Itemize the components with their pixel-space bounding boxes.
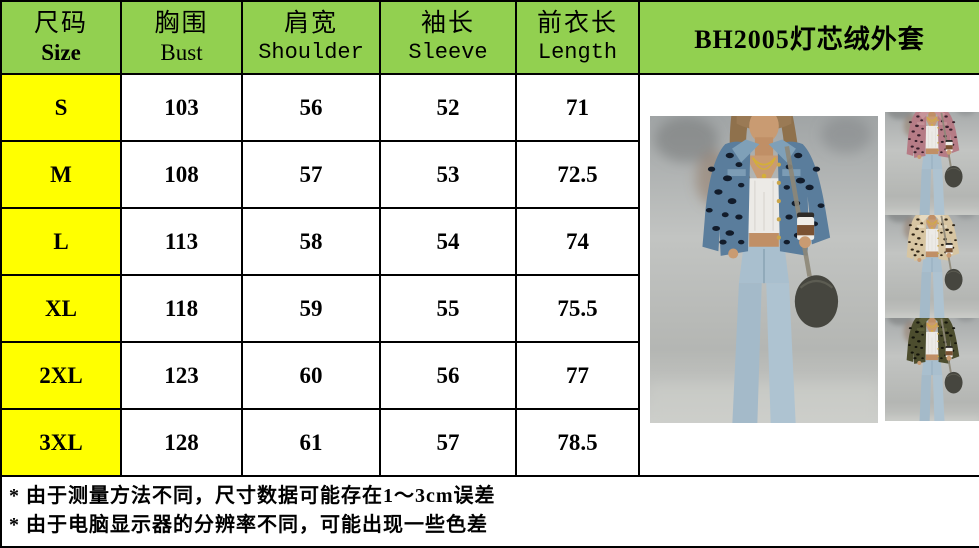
sleeve-value: 55 <box>436 295 460 321</box>
bust-value: 128 <box>164 429 199 455</box>
col-header-sleeve: 袖长 Sleeve <box>381 2 517 75</box>
bust-cell-row-5: 123 <box>122 343 243 410</box>
sleeve-cell-row-3: 54 <box>381 209 517 276</box>
col-header-shoulder-en: Shoulder <box>258 40 364 66</box>
length-cell-row-4: 75.5 <box>517 276 640 343</box>
note-measurement-tolerance: * 由于测量方法不同，尺寸数据可能存在1～3cm误差 <box>9 485 496 507</box>
size-value: L <box>53 228 69 254</box>
shoulder-cell-row-5: 60 <box>243 343 381 410</box>
length-cell-row-6: 78.5 <box>517 410 640 477</box>
shoulder-value: 59 <box>299 295 323 321</box>
sleeve-value: 57 <box>436 429 460 455</box>
length-value: 78.5 <box>557 429 598 455</box>
size-label-row-4: XL <box>2 276 122 343</box>
shoulder-value: 58 <box>299 228 323 254</box>
bust-value: 103 <box>164 94 199 120</box>
size-value: 3XL <box>39 429 83 455</box>
shoulder-value: 57 <box>299 161 323 187</box>
col-header-bust: 胸围 Bust <box>122 2 243 75</box>
product-title: BH2005灯芯绒外套 <box>694 25 925 54</box>
sleeve-value: 52 <box>436 94 460 120</box>
length-cell-row-2: 72.5 <box>517 142 640 209</box>
bust-value: 113 <box>164 228 199 254</box>
length-cell-row-1: 71 <box>517 75 640 142</box>
length-value: 75.5 <box>557 295 598 321</box>
length-value: 72.5 <box>557 161 598 187</box>
col-header-size-zh: 尺码 <box>33 9 88 37</box>
sleeve-cell-row-4: 55 <box>381 276 517 343</box>
bust-cell-row-4: 118 <box>122 276 243 343</box>
length-value: 71 <box>566 94 589 120</box>
product-photo-panel <box>640 75 979 477</box>
bust-cell-row-2: 108 <box>122 142 243 209</box>
col-header-bust-en: Bust <box>160 39 203 65</box>
col-header-length-zh: 前衣长 <box>536 10 618 38</box>
col-header-sleeve-zh: 袖长 <box>420 10 475 38</box>
size-label-row-3: L <box>2 209 122 276</box>
size-value: XL <box>45 295 77 321</box>
col-header-sleeve-en: Sleeve <box>408 40 488 66</box>
length-value: 77 <box>566 362 589 388</box>
size-value: S <box>54 94 68 120</box>
size-value: 2XL <box>39 362 83 388</box>
sleeve-value: 56 <box>436 362 460 388</box>
bust-value: 123 <box>164 362 199 388</box>
shoulder-cell-row-6: 61 <box>243 410 381 477</box>
product-photo-variant-beige <box>885 215 979 318</box>
sleeve-cell-row-1: 52 <box>381 75 517 142</box>
footnotes: * 由于测量方法不同，尺寸数据可能存在1～3cm误差 * 由于电脑显示器的分辨率… <box>2 477 979 540</box>
bust-cell-row-6: 128 <box>122 410 243 477</box>
size-label-row-1: S <box>2 75 122 142</box>
size-label-row-6: 3XL <box>2 410 122 477</box>
bust-cell-row-1: 103 <box>122 75 243 142</box>
shoulder-value: 61 <box>299 429 323 455</box>
shoulder-cell-row-3: 58 <box>243 209 381 276</box>
size-value: M <box>50 161 72 187</box>
sleeve-value: 54 <box>436 228 460 254</box>
length-value: 74 <box>566 228 589 254</box>
col-header-bust-zh: 胸围 <box>154 9 209 37</box>
note-color-difference: * 由于电脑显示器的分辨率不同，可能出现一些色差 <box>9 514 488 536</box>
col-header-shoulder: 肩宽 Shoulder <box>243 2 381 75</box>
bust-cell-row-3: 113 <box>122 209 243 276</box>
size-table: 尺码 Size 胸围 Bust 肩宽 Shoulder 袖长 Sleeve 前衣… <box>2 2 979 477</box>
bust-value: 118 <box>164 295 199 321</box>
product-photo-variant-olive <box>885 318 979 421</box>
sleeve-cell-row-2: 53 <box>381 142 517 209</box>
bust-value: 108 <box>164 161 199 187</box>
shoulder-value: 60 <box>299 362 323 388</box>
col-header-size-en: Size <box>41 39 81 65</box>
product-photo-main <box>650 116 878 423</box>
length-cell-row-5: 77 <box>517 343 640 410</box>
product-photo-variant-pink <box>885 112 979 215</box>
length-cell-row-3: 74 <box>517 209 640 276</box>
col-header-length: 前衣长 Length <box>517 2 640 75</box>
size-label-row-5: 2XL <box>2 343 122 410</box>
shoulder-cell-row-4: 59 <box>243 276 381 343</box>
shoulder-cell-row-1: 56 <box>243 75 381 142</box>
size-label-row-2: M <box>2 142 122 209</box>
sleeve-cell-row-6: 57 <box>381 410 517 477</box>
product-title-cell: BH2005灯芯绒外套 <box>640 2 979 75</box>
shoulder-cell-row-2: 57 <box>243 142 381 209</box>
shoulder-value: 56 <box>299 94 323 120</box>
col-header-length-en: Length <box>537 40 618 66</box>
sleeve-value: 53 <box>436 161 460 187</box>
col-header-shoulder-zh: 肩宽 <box>283 10 338 38</box>
sleeve-cell-row-5: 56 <box>381 343 517 410</box>
col-header-size: 尺码 Size <box>2 2 122 75</box>
